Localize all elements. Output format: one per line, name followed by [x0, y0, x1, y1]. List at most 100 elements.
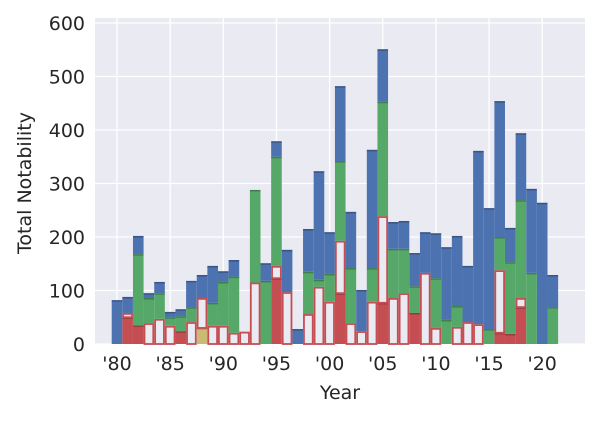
bar-segment-green [377, 101, 389, 217]
bar-segment-blue [271, 141, 282, 157]
bar-segment-green [175, 316, 187, 332]
bar-segment-blue [388, 222, 399, 249]
bar-2006 [388, 222, 399, 345]
bar-segment-green [345, 268, 357, 324]
x-tick-label: '90 [209, 353, 238, 375]
x-axis-label: Year [319, 382, 360, 404]
bar-segment-green [218, 281, 229, 326]
bar-1989 [207, 265, 218, 345]
bar-2019 [526, 188, 537, 344]
bar-segment-blue [526, 188, 537, 273]
bar-segment-hollow [366, 301, 378, 345]
bar-segment-green [483, 329, 495, 344]
bar-segment-blue [175, 309, 187, 317]
x-tick-label: '05 [368, 353, 397, 375]
bar-segment-blue [483, 208, 495, 330]
bar-segment-blue [154, 281, 165, 294]
bar-segment-green [164, 317, 176, 326]
bar-segment-blue [366, 149, 378, 269]
bar-segment-hollow [462, 322, 474, 345]
bar-segment-green [547, 307, 559, 344]
bar-segment-blue [494, 101, 505, 237]
bar-2014 [473, 150, 484, 345]
x-tick-label: '00 [315, 353, 344, 375]
y-tick-labels: 0 100 200 300 400 500 600 [49, 13, 85, 356]
bar-segment-blue [430, 233, 442, 279]
bar-segment-hollow [154, 318, 165, 345]
bar-segment-hollow [186, 322, 197, 345]
bar-segment-green [186, 307, 197, 323]
bar-segment-green [324, 273, 335, 302]
bar-segment-green [228, 276, 240, 333]
bar-segment-blue [196, 274, 208, 298]
bar-segment-hollow [271, 265, 282, 280]
bar-segment-red [122, 317, 133, 344]
bar-segment-green [334, 161, 346, 241]
bar-segment-blue [292, 329, 304, 344]
bar-segment-green [505, 262, 516, 334]
bar-segment-blue [207, 265, 218, 303]
bar-segment-hollow [345, 323, 357, 345]
bar-segment-blue [303, 228, 314, 272]
bar-2015 [483, 208, 495, 344]
bar-segment-hollow [324, 301, 335, 345]
y-tick-label: 0 [73, 334, 85, 356]
bar-2007 [398, 220, 410, 345]
bar-2012 [451, 235, 463, 345]
bar-1983 [143, 293, 155, 345]
bar-segment-blue [313, 171, 325, 280]
bar-segment-blue [281, 249, 293, 293]
bar-segment-red [132, 325, 144, 344]
bar-1998 [303, 228, 314, 345]
y-tick-label: 600 [49, 13, 85, 35]
bar-segment-blue [218, 271, 229, 282]
bar-2000 [324, 232, 335, 345]
bar-segment-hollow [143, 323, 155, 345]
bar-segment-red [515, 307, 527, 344]
bar-1992 [239, 331, 250, 345]
bar-1994 [260, 263, 272, 344]
bar-segment-blue [473, 150, 484, 325]
bar-segment-green [249, 189, 261, 283]
bar-1981 [122, 296, 133, 344]
bar-1999 [313, 171, 325, 345]
bar-segment-hollow [239, 331, 250, 345]
bar-segment-hollow [430, 327, 442, 345]
bar-segment-blue [164, 311, 176, 318]
bar-segment-red [377, 302, 389, 344]
x-tick-label: '95 [262, 353, 291, 375]
bar-2020 [536, 202, 548, 344]
bar-segment-hollow [419, 272, 431, 345]
x-tick-label: '10 [421, 353, 450, 375]
bar-2003 [356, 289, 367, 345]
bar-segment-blue [409, 253, 420, 287]
bar-segment-hollow [313, 286, 325, 345]
bar-segment-blue [228, 260, 240, 277]
x-tick-label: '20 [527, 353, 556, 375]
bar-1995 [271, 141, 282, 344]
bar-segment-hollow [164, 325, 176, 345]
bar-1986 [175, 309, 187, 344]
bar-1985 [164, 311, 176, 345]
bar-segment-blue [132, 235, 144, 255]
bar-segment-green [303, 271, 314, 315]
bars [111, 49, 559, 345]
bar-2021 [547, 274, 559, 344]
bar-1990 [217, 271, 229, 345]
bar-segment-blue [111, 300, 123, 344]
bar-segment-red [271, 278, 282, 344]
bar-segment-hollow [473, 324, 484, 345]
bar-segment-green [366, 268, 378, 302]
bar-2016 [494, 101, 505, 344]
bar-segment-green [207, 302, 218, 326]
bar-segment-blue [419, 232, 431, 273]
bar-segment-blue [505, 227, 516, 263]
y-tick-label: 500 [49, 67, 85, 89]
bar-segment-hollow [494, 270, 505, 334]
bar-segment-blue [515, 133, 527, 201]
bar-segment-hollow [207, 325, 218, 345]
bar-segment-hollow [398, 293, 410, 345]
bar-segment-green [260, 280, 272, 344]
bar-segment-green [494, 237, 505, 271]
